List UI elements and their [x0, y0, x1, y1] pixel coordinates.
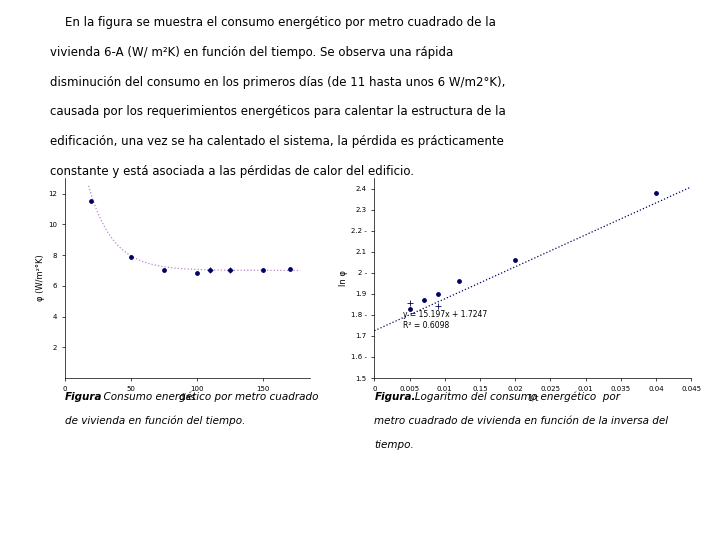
Point [225, 266, 236, 275]
Text: tiempo.: tiempo. [374, 440, 414, 450]
Point [284, 265, 295, 273]
Point [158, 266, 170, 275]
Point [510, 256, 521, 265]
Point [432, 289, 444, 298]
Point [192, 269, 203, 278]
Point [404, 299, 415, 308]
Text: y = 15.197x + 1.7247
R² = 0.6098: y = 15.197x + 1.7247 R² = 0.6098 [402, 310, 487, 329]
Text: disminución del consumo en los primeros días (de 11 hasta unos 6 W/m2°K),: disminución del consumo en los primeros … [50, 76, 505, 89]
X-axis label: 1/t: 1/t [527, 393, 539, 402]
Text: metro cuadrado de vivienda en función de la inversa del: metro cuadrado de vivienda en función de… [374, 416, 669, 426]
Text: Figura: Figura [65, 392, 102, 402]
Point [225, 266, 236, 275]
Point [204, 266, 216, 275]
Text: constante y está asociada a las pérdidas de calor del edificio.: constante y está asociada a las pérdidas… [50, 165, 415, 178]
Point [650, 188, 662, 197]
Text: causada por los requerimientos energéticos para calentar la estructura de la: causada por los requerimientos energétic… [50, 105, 506, 118]
Text: vivienda 6-A (W/ m²K) en función del tiempo. Se observa una rápida: vivienda 6-A (W/ m²K) en función del tie… [50, 46, 454, 59]
X-axis label: días: días [179, 393, 196, 402]
Text: edificación, una vez se ha calentado el sistema, la pérdida es prácticamente: edificación, una vez se ha calentado el … [50, 135, 504, 148]
Point [404, 304, 415, 313]
Point [204, 266, 216, 275]
Text: Logaritmo del consumo energético  por: Logaritmo del consumo energético por [405, 392, 620, 402]
Point [125, 252, 137, 261]
Y-axis label: φ (W/m²°K): φ (W/m²°K) [37, 255, 45, 301]
Point [453, 277, 464, 286]
Point [432, 302, 444, 311]
Y-axis label: ln φ: ln φ [339, 270, 348, 286]
Text: Figura.: Figura. [374, 392, 416, 402]
Point [86, 197, 97, 206]
Point [258, 266, 269, 275]
Text: . Consumo energético por metro cuadrado: . Consumo energético por metro cuadrado [97, 392, 319, 402]
Text: En la figura se muestra el consumo energético por metro cuadrado de la: En la figura se muestra el consumo energ… [50, 16, 496, 29]
Point [418, 296, 429, 305]
Text: de vivienda en función del tiempo.: de vivienda en función del tiempo. [65, 416, 246, 426]
